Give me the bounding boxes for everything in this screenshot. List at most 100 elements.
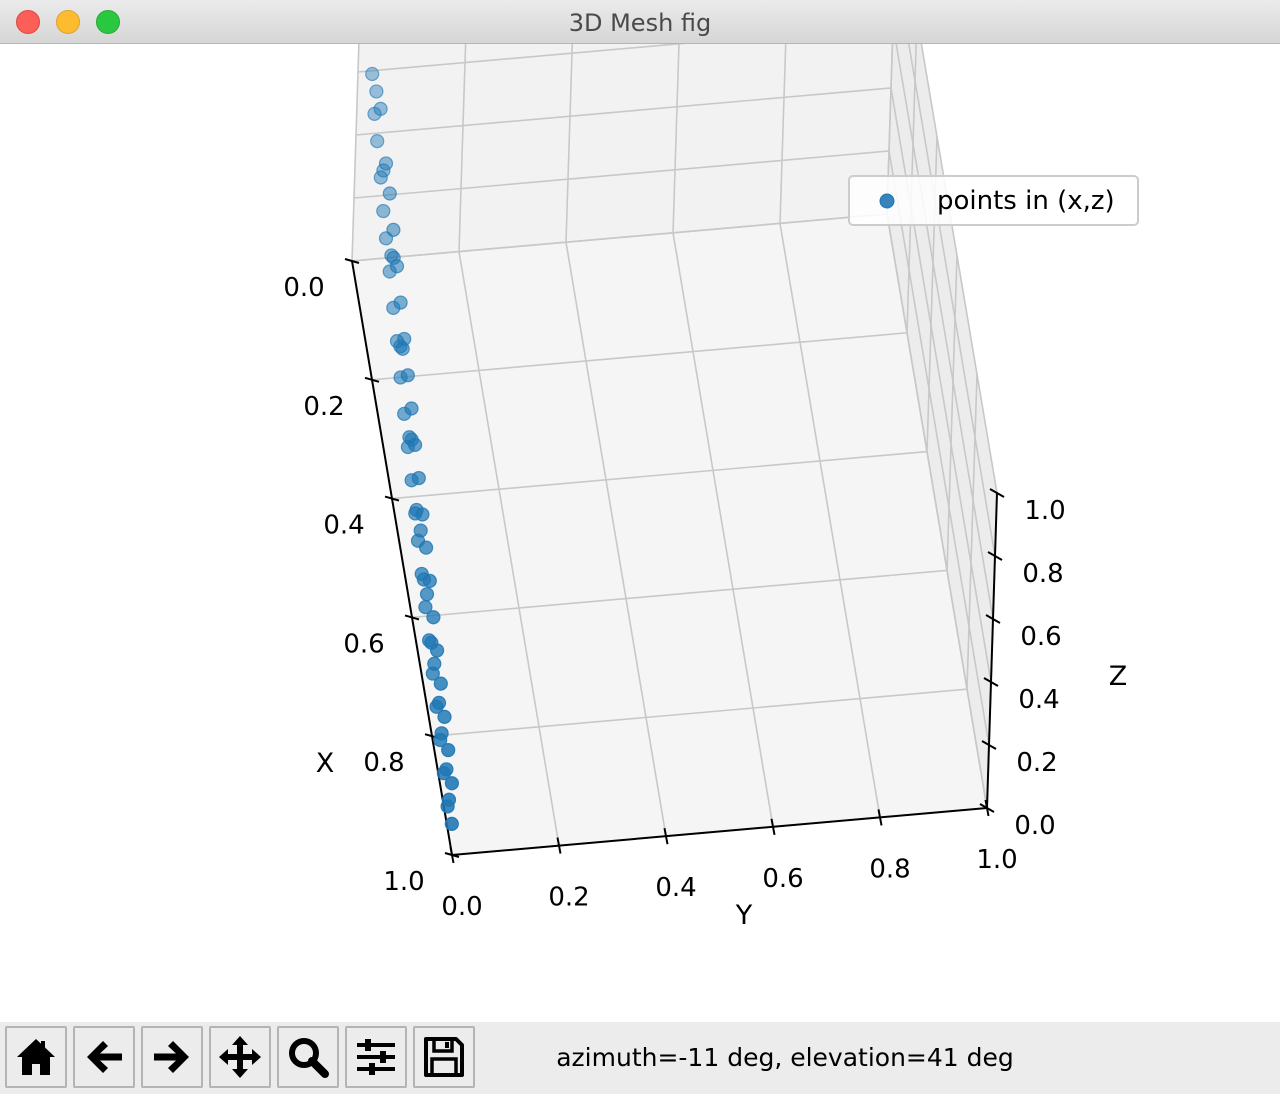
data-point bbox=[409, 502, 424, 518]
sliders-icon bbox=[357, 1039, 395, 1075]
data-point bbox=[384, 248, 399, 263]
data-point bbox=[376, 203, 391, 219]
save-button[interactable] bbox=[413, 1026, 475, 1088]
scatter-3d-chart[interactable]: 0.0 0.2 0.4 0.6 0.8 1.0 0.0 0.2 0.4 0.6 0.8 1.0 0.0 0… bbox=[0, 44, 1280, 1022]
x-tick-mark bbox=[384, 495, 400, 502]
axis-lines bbox=[351, 260, 998, 856]
data-point bbox=[393, 295, 408, 310]
z-tick-mark bbox=[981, 740, 997, 750]
y-tick-mark bbox=[877, 809, 883, 826]
y-tick-label: 0.8 bbox=[869, 854, 910, 884]
x-tick-label: 1.0 bbox=[383, 867, 424, 897]
window-title: 3D Mesh fig bbox=[568, 9, 712, 37]
tick-marks bbox=[344, 258, 1005, 864]
data-point bbox=[434, 726, 449, 741]
y-tick-mark bbox=[556, 837, 562, 854]
grid-line-z bbox=[920, 44, 998, 494]
z-tick-label: 0.8 bbox=[1022, 559, 1063, 589]
minimize-window-button[interactable] bbox=[56, 10, 80, 34]
x-tick-label: 0.8 bbox=[363, 748, 404, 778]
data-point bbox=[444, 816, 459, 831]
data-point bbox=[419, 540, 434, 555]
y-axis-label: Y bbox=[735, 900, 753, 931]
forward-button[interactable] bbox=[141, 1026, 203, 1088]
z-tick-label: 0.6 bbox=[1020, 622, 1061, 652]
data-point bbox=[431, 695, 447, 711]
z-tick-label: 1.0 bbox=[1024, 496, 1065, 526]
data-point bbox=[369, 84, 384, 99]
y-tick-mark bbox=[663, 828, 669, 845]
z-tick-label: 0.2 bbox=[1016, 748, 1057, 778]
grid-line-y bbox=[779, 44, 881, 818]
magnifier-icon bbox=[289, 1038, 329, 1078]
data-point bbox=[439, 762, 454, 777]
y-tick-label: 0.6 bbox=[762, 864, 803, 894]
move-icon bbox=[219, 1036, 261, 1078]
legend: points in (x,z) bbox=[848, 175, 1139, 226]
data-points bbox=[365, 66, 459, 831]
y-tick-label: 0.2 bbox=[548, 883, 589, 913]
status-readout: azimuth=-11 deg, elevation=41 deg bbox=[556, 1043, 1014, 1072]
home-icon bbox=[17, 1039, 55, 1075]
data-point bbox=[441, 742, 456, 758]
data-point bbox=[427, 656, 442, 671]
maximize-window-button[interactable] bbox=[96, 10, 120, 34]
data-point bbox=[426, 610, 441, 625]
data-point bbox=[419, 587, 435, 602]
grid-line-y bbox=[565, 44, 667, 837]
tick-labels: 0.0 0.2 0.4 0.6 0.8 1.0 0.0 0.2 0.4 0.6 0.8 1.0 0.0 0… bbox=[283, 273, 1065, 922]
data-point bbox=[411, 470, 426, 486]
y-axis-line bbox=[451, 807, 988, 856]
plot-canvas[interactable]: 0.0 0.2 0.4 0.6 0.8 1.0 0.0 0.2 0.4 0.6 0.8 1.0 0.0 0… bbox=[0, 44, 1280, 1022]
legend-entry: points in (x,z) bbox=[937, 186, 1115, 216]
x-tick-mark bbox=[344, 258, 360, 264]
y-tick-label: 1.0 bbox=[976, 845, 1017, 875]
x-tick-mark bbox=[364, 376, 380, 383]
arrow-left-icon bbox=[87, 1041, 122, 1073]
z-tick-label: 0.4 bbox=[1018, 685, 1059, 715]
data-point bbox=[373, 101, 388, 117]
z-tick-label: 0.0 bbox=[1014, 811, 1055, 841]
data-point bbox=[402, 430, 417, 445]
data-point bbox=[400, 368, 415, 383]
arrow-right-icon bbox=[154, 1041, 189, 1073]
legend-frame bbox=[848, 175, 1139, 226]
z-tick-mark bbox=[983, 677, 999, 687]
y-tick-mark bbox=[449, 846, 455, 864]
data-point bbox=[433, 676, 448, 691]
x-tick-label: 0.6 bbox=[343, 629, 384, 659]
x-tick-label: 0.0 bbox=[283, 273, 324, 303]
data-point bbox=[404, 401, 419, 416]
navigation-toolbar: azimuth=-11 deg, elevation=41 deg bbox=[0, 1022, 1280, 1094]
configure-subplots-button[interactable] bbox=[345, 1026, 407, 1088]
zoom-button[interactable] bbox=[277, 1026, 339, 1088]
z-tick-mark bbox=[989, 488, 1005, 498]
y-tick-label: 0.0 bbox=[441, 892, 482, 922]
x-tick-label: 0.2 bbox=[303, 392, 344, 422]
x-axis-line bbox=[351, 260, 453, 856]
data-point bbox=[413, 523, 428, 538]
data-point bbox=[437, 709, 452, 724]
data-point bbox=[382, 186, 397, 201]
close-window-button[interactable] bbox=[16, 10, 40, 34]
data-point bbox=[444, 776, 459, 791]
pan-button[interactable] bbox=[209, 1026, 271, 1088]
home-button[interactable] bbox=[5, 1026, 67, 1088]
title-bar: 3D Mesh fig bbox=[0, 0, 1280, 44]
z-tick-mark bbox=[985, 614, 1001, 624]
floppy-disk-icon bbox=[424, 1037, 464, 1077]
z-axis-line bbox=[986, 492, 998, 809]
data-point bbox=[393, 339, 408, 354]
data-point bbox=[376, 163, 391, 178]
back-button[interactable] bbox=[73, 1026, 135, 1088]
data-point bbox=[365, 66, 380, 82]
grid-line-z bbox=[907, 44, 996, 557]
legend-marker bbox=[879, 193, 895, 209]
y-tick-label: 0.4 bbox=[655, 873, 696, 903]
x-tick-mark bbox=[404, 614, 420, 621]
grid-line-y bbox=[672, 44, 774, 827]
x-axis-label: X bbox=[316, 748, 335, 779]
data-point bbox=[370, 134, 385, 149]
data-point bbox=[386, 222, 401, 237]
